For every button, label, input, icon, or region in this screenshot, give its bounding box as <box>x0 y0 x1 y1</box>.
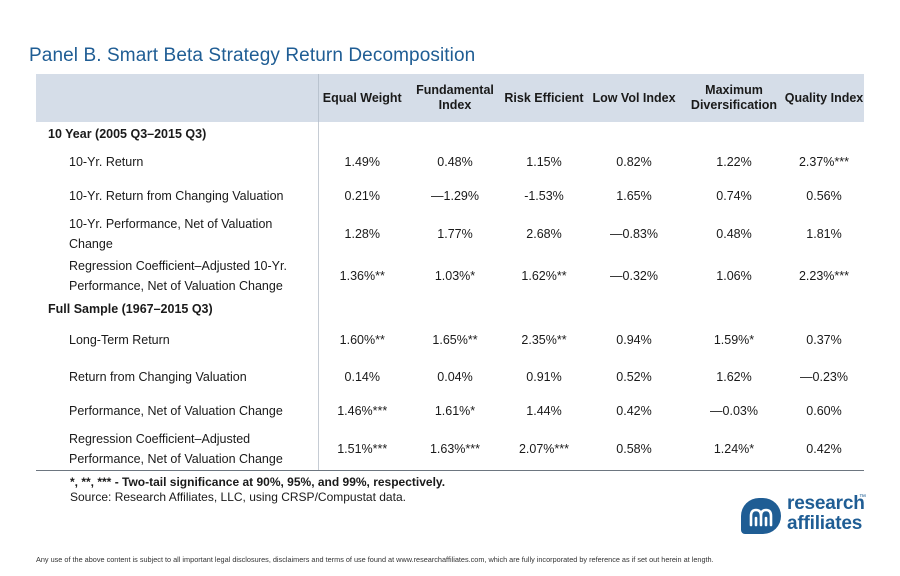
table-cell: 0.52% <box>616 370 652 384</box>
table-cell: 0.56% <box>806 189 842 203</box>
source-note: Source: Research Affiliates, LLC, using … <box>70 490 406 504</box>
table-cell: 0.48% <box>716 227 752 241</box>
row-label: 10-Yr. Return from Changing Valuation <box>36 179 319 213</box>
table-cell: 0.60% <box>806 404 842 418</box>
table-cell: 1.49% <box>344 155 380 169</box>
legal-disclaimer: Any use of the above content is subject … <box>36 555 714 564</box>
table-cell: 0.42% <box>616 404 652 418</box>
table-cell: 2.07%*** <box>504 428 584 471</box>
row-label: 10-Yr. Performance, Net of Valuation Cha… <box>36 213 319 255</box>
column-header: Low Vol Index <box>592 90 676 105</box>
section-title: 10 Year (2005 Q3–2015 Q3) <box>36 122 319 145</box>
table-cell: 0.04% <box>437 370 473 384</box>
table-header-row: Equal Weight Fundamental Index Risk Effi… <box>36 74 864 122</box>
table-cell: 1.61%* <box>434 404 476 418</box>
table-row: Long-Term Return 1.60%** 1.65%** 2.35%**… <box>36 320 864 360</box>
table-cell: 1.59%* <box>713 333 755 347</box>
table-row: 10-Yr. Return from Changing Valuation 0.… <box>36 179 864 213</box>
table-cell: 1.22% <box>716 155 752 169</box>
table-cell: 2.23%*** <box>798 269 850 283</box>
table-cell: 1.62%** <box>521 269 567 283</box>
row-label: Long-Term Return <box>36 320 319 360</box>
table-cell: 0.74% <box>716 189 752 203</box>
table-cell: —0.32% <box>610 269 658 283</box>
table-cell: 2.37%*** <box>798 155 850 169</box>
table-cell: —0.03% <box>710 404 758 418</box>
row-label: Regression Coefficient–Adjusted 10-Yr. P… <box>36 255 319 297</box>
table-cell: 1.06% <box>716 269 752 283</box>
research-affiliates-logo: research affiliates ™ <box>741 494 871 538</box>
table-row: Performance, Net of Valuation Change 1.4… <box>36 394 864 428</box>
row-label: Regression Coefficient–Adjusted Performa… <box>36 428 319 471</box>
table-cell: 1.28% <box>344 227 380 241</box>
table-cell: 2.35%** <box>521 333 567 347</box>
section-header-row: Full Sample (1967–2015 Q3) <box>36 297 864 320</box>
trademark-symbol: ™ <box>859 494 866 501</box>
table-cell: 0.91% <box>526 370 562 384</box>
table-cell: 1.62% <box>716 370 752 384</box>
column-header: Risk Efficient <box>504 90 584 105</box>
column-header: Maximum Diversification <box>690 83 778 112</box>
table-row: Regression Coefficient–Adjusted Performa… <box>36 428 864 471</box>
logo-mark-icon <box>741 498 781 534</box>
table-cell: 1.77% <box>437 227 473 241</box>
significance-note: *, **, *** - Two-tail significance at 90… <box>70 475 446 489</box>
table-notes: *, **, *** - Two-tail significance at 90… <box>70 475 445 505</box>
table-cell: 1.15% <box>526 155 562 169</box>
section-title: Full Sample (1967–2015 Q3) <box>36 297 319 320</box>
table-cell: 1.60%** <box>339 333 385 347</box>
table-cell: 1.46%*** <box>337 404 388 418</box>
column-header: Equal Weight <box>322 90 402 105</box>
row-label: 10-Yr. Return <box>36 145 319 179</box>
row-label: Return from Changing Valuation <box>36 360 319 394</box>
table-cell: 0.48% <box>437 155 473 169</box>
return-decomposition-table-container: Equal Weight Fundamental Index Risk Effi… <box>36 74 864 471</box>
table-cell: 0.37% <box>806 333 842 347</box>
table-cell: 1.03%* <box>434 269 476 283</box>
table-cell: —1.29% <box>431 189 479 203</box>
table-row: Regression Coefficient–Adjusted 10-Yr. P… <box>36 255 864 297</box>
column-header: Fundamental Index <box>416 83 494 112</box>
table-cell: 1.65%** <box>432 333 478 347</box>
table-row: 10-Yr. Performance, Net of Valuation Cha… <box>36 213 864 255</box>
table-cell: 0.42% <box>784 428 864 471</box>
page-title: Panel B. Smart Beta Strategy Return Deco… <box>29 45 476 66</box>
table-row: 10-Yr. Return 1.49% 0.48% 1.15% 0.82% 1.… <box>36 145 864 179</box>
table-cell: —0.83% <box>610 227 658 241</box>
table-cell: 2.68% <box>526 227 562 241</box>
table-row: Return from Changing Valuation 0.14% 0.0… <box>36 360 864 394</box>
table-cell: 1.24%* <box>684 428 784 471</box>
table-cell: 1.63%*** <box>406 428 504 471</box>
table-cell: 0.21% <box>344 189 380 203</box>
header-label-cell <box>36 74 319 122</box>
table-cell: 1.65% <box>616 189 652 203</box>
column-header: Quality Index <box>784 90 864 105</box>
row-label: Performance, Net of Valuation Change <box>36 394 319 428</box>
table-cell: 0.94% <box>616 333 652 347</box>
table-cell: 0.58% <box>584 428 684 471</box>
section-header-row: 10 Year (2005 Q3–2015 Q3) <box>36 122 864 145</box>
table-cell: -1.53% <box>524 189 564 203</box>
logo-wordmark: research affiliates <box>787 493 865 534</box>
table-cell: 0.14% <box>344 370 380 384</box>
table-cell: 1.36%** <box>339 269 385 283</box>
table-cell: 0.82% <box>616 155 652 169</box>
return-decomposition-table: Equal Weight Fundamental Index Risk Effi… <box>36 74 864 471</box>
table-cell: 1.81% <box>806 227 842 241</box>
table-cell: 1.51%*** <box>318 428 406 471</box>
table-cell: 1.44% <box>526 404 562 418</box>
table-cell: —0.23% <box>800 370 848 384</box>
